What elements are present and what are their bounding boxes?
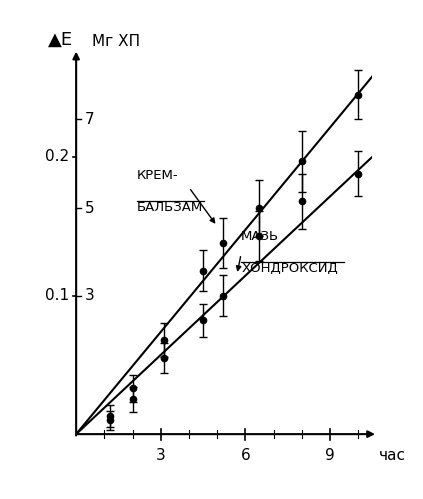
Text: 9: 9 [325,448,335,463]
Text: 0.2: 0.2 [45,149,69,164]
Text: Мг ХП: Мг ХП [92,34,140,49]
Text: КРЕМ-: КРЕМ- [137,169,179,182]
Text: 7: 7 [85,112,94,127]
Text: ХОНДРОКСИД: ХОНДРОКСИД [241,262,338,275]
Text: 3: 3 [156,448,166,463]
Text: 5: 5 [85,201,94,216]
Text: 3: 3 [85,288,94,303]
Text: час: час [379,448,406,463]
Text: 0.1: 0.1 [45,288,69,303]
Text: ▲E: ▲E [48,31,73,49]
Text: МАЗЬ: МАЗЬ [241,230,279,243]
Text: 6: 6 [240,448,250,463]
Text: БАЛЬЗАМ: БАЛЬЗАМ [137,201,203,214]
